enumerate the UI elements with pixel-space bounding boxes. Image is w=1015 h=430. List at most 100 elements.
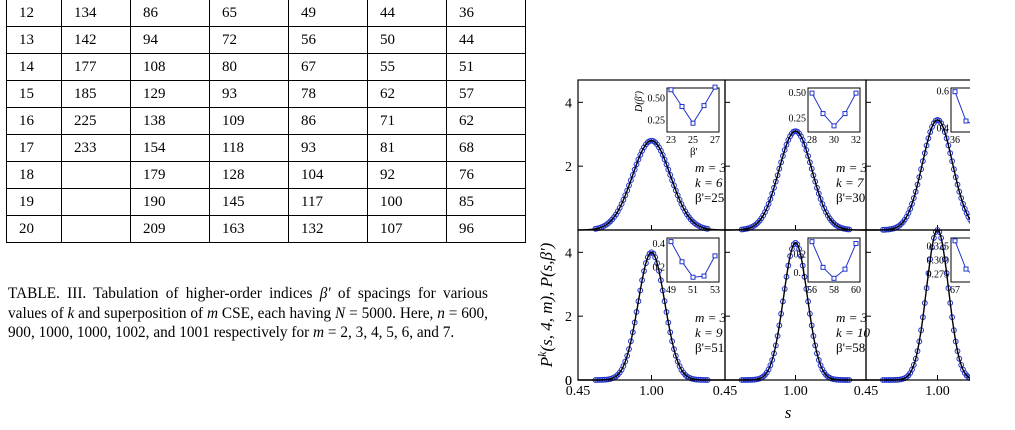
- table-cell: 185: [62, 81, 131, 108]
- table-cell: 71: [368, 108, 447, 135]
- x-tick-label: 0.45: [713, 384, 738, 399]
- panel-label-k: k = 10: [836, 325, 871, 340]
- table-cell: 209: [131, 216, 210, 243]
- inset-point: [680, 104, 684, 108]
- table-cell: 93: [289, 135, 368, 162]
- table-cell: 76: [447, 162, 526, 189]
- table-cell: 17: [7, 135, 62, 162]
- caption-label: TABLE. III.: [8, 285, 86, 302]
- table-cell: [62, 162, 131, 189]
- inset-y-tick-label: 0.25: [648, 116, 666, 127]
- inset-y-tick-label: 0.2: [794, 250, 807, 261]
- table-cell: 100: [368, 189, 447, 216]
- table-cell: 51: [447, 54, 526, 81]
- table-cell: 19: [7, 189, 62, 216]
- table-cell: 80: [210, 54, 289, 81]
- caption-symbol: β′: [320, 285, 331, 302]
- table-cell: 109: [210, 108, 289, 135]
- table-cell: 14: [7, 54, 62, 81]
- x-axis-label: s: [785, 403, 792, 422]
- y-tick-label: 4: [565, 246, 572, 261]
- table-cell: 154: [131, 135, 210, 162]
- caption-text: Tabulation of higher-order indices: [86, 285, 319, 302]
- table-cell: 118: [210, 135, 289, 162]
- inset-point: [964, 267, 968, 271]
- y-axis-label-part: (s, 4, m), P(s,β'): [537, 242, 556, 351]
- table-cell: 15: [7, 81, 62, 108]
- y-tick-label: 2: [565, 310, 572, 325]
- caption-symbol: N: [335, 305, 345, 322]
- inset-y-tick-label: 0.4: [653, 239, 666, 250]
- inset-point: [964, 119, 968, 123]
- inset-point: [669, 240, 673, 244]
- inset-point: [691, 275, 695, 279]
- inset-point: [691, 121, 695, 125]
- panel-label-m: m = 3: [836, 160, 868, 175]
- inset-frame: [808, 238, 860, 282]
- x-tick-label: 0.45: [566, 384, 591, 399]
- table-cell: 128: [210, 162, 289, 189]
- table-cell: 163: [210, 216, 289, 243]
- panel-label-m: m = 3: [695, 160, 727, 175]
- y-axis-label: Pk(s, 4, m), P(s,β'): [535, 242, 556, 368]
- inset-point: [713, 85, 717, 89]
- table-cell: 68: [447, 135, 526, 162]
- inset-y-tick-label: 0.1: [794, 268, 807, 279]
- table-cell: 96: [447, 216, 526, 243]
- table-cell: 85: [447, 189, 526, 216]
- panel: m = 3k = 8β'=383638400.40.6: [866, 80, 970, 232]
- inset-point: [702, 104, 706, 108]
- table-cell: [62, 189, 131, 216]
- panel-label-beta: β'=51: [695, 340, 724, 355]
- inset-point: [832, 124, 836, 128]
- table-cell: 225: [62, 108, 131, 135]
- table-cell: 57: [447, 81, 526, 108]
- table-cell: 190: [131, 189, 210, 216]
- inset-point: [702, 274, 706, 278]
- caption-text: = 2, 3, 4, 5, 6, and 7.: [324, 324, 454, 341]
- inset-y-tick-label: 0.50: [789, 88, 807, 99]
- table-cell: 36: [447, 0, 526, 27]
- inset-y-tick-label: 0.6: [937, 87, 950, 98]
- inset-point: [669, 88, 673, 92]
- panel-label-beta: β'=25: [695, 190, 724, 205]
- y-tick-label: 2: [565, 160, 572, 175]
- inset-y-tick-label: 0.300: [927, 256, 950, 267]
- table-cell: 86: [131, 0, 210, 27]
- inset-point: [810, 91, 814, 95]
- x-tick-label: 1.00: [925, 384, 950, 399]
- table-cell: 107: [368, 216, 447, 243]
- y-axis-label-part: P: [537, 357, 556, 368]
- table-cell: 104: [289, 162, 368, 189]
- table-cell: 50: [368, 27, 447, 54]
- inset-x-tick-label: 36: [950, 135, 960, 146]
- table-cell: 20: [7, 216, 62, 243]
- inset-point: [843, 267, 847, 271]
- panel-label-beta: β'=58: [836, 340, 865, 355]
- inset-x-tick-label: 28: [807, 135, 817, 146]
- caption-symbol: m: [207, 305, 218, 322]
- caption-symbol: m: [313, 324, 324, 341]
- table-cell: 16: [7, 108, 62, 135]
- panel-label-beta: β'=30: [836, 190, 865, 205]
- inset-x-tick-label: 49: [666, 285, 676, 296]
- inset-x-tick-label: 67: [950, 285, 960, 296]
- inset-x-tick-label: 30: [829, 135, 839, 146]
- table-cell: 44: [368, 0, 447, 27]
- table-cell: 86: [289, 108, 368, 135]
- x-tick-label: 1.00: [639, 384, 664, 399]
- inset-point: [821, 112, 825, 116]
- x-tick-label: 0.45: [854, 384, 879, 399]
- table-cell: [62, 216, 131, 243]
